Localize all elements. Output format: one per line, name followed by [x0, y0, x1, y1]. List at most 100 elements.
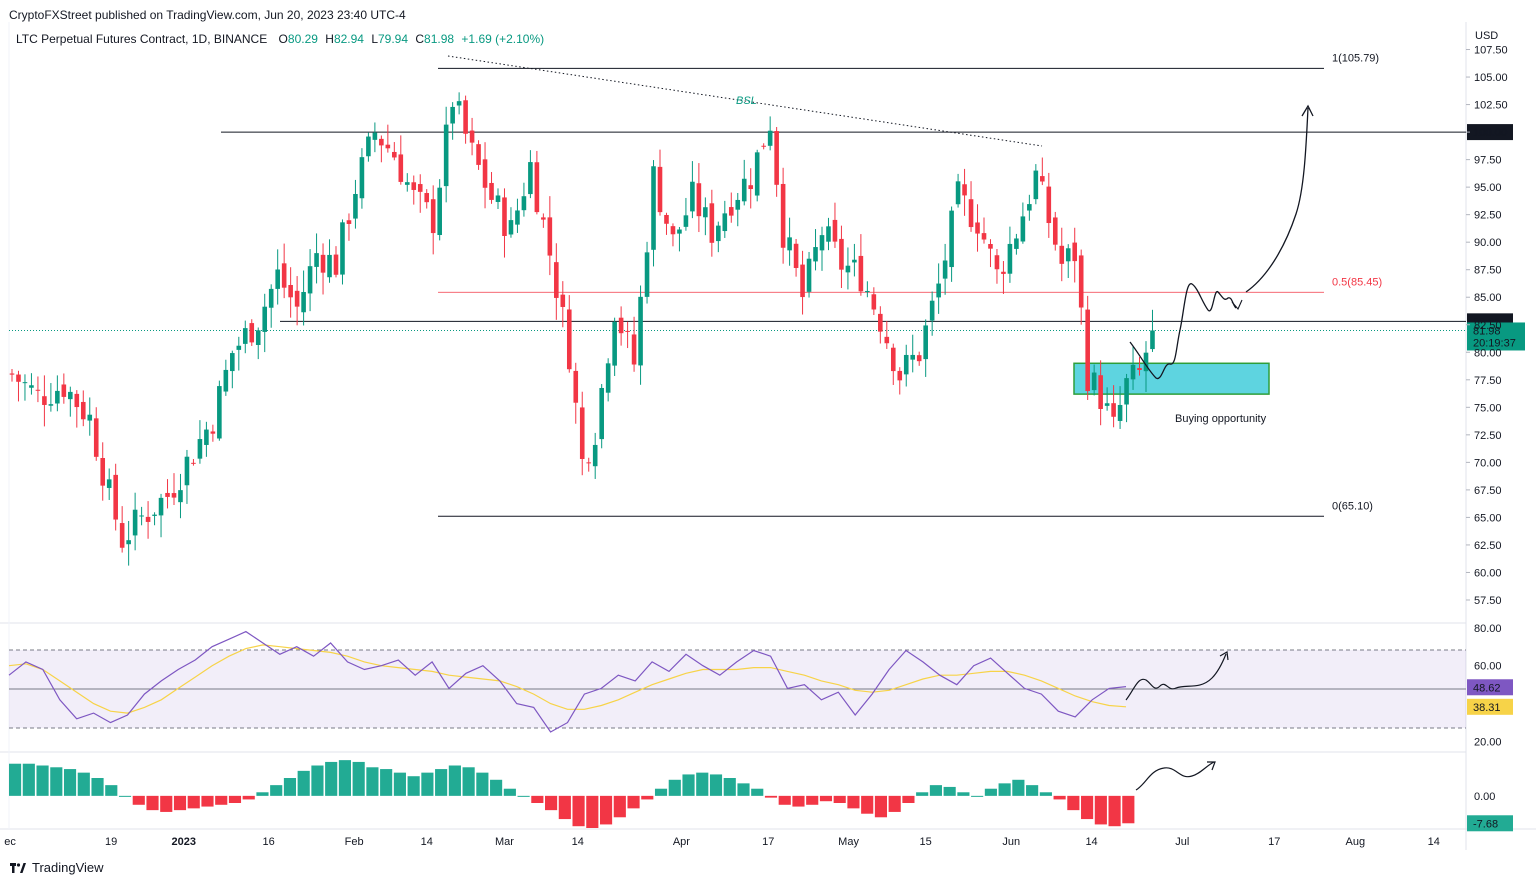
price-tick-label: 62.50 [1474, 540, 1502, 552]
time-tick-label: 17 [762, 836, 774, 848]
candle-up [677, 229, 682, 234]
histogram-bar [971, 795, 984, 797]
bsl-trendline [447, 55, 1043, 147]
candle-down [1137, 368, 1142, 370]
histogram-bar [407, 776, 420, 796]
candle-down [657, 166, 663, 213]
candle-down [1040, 176, 1045, 182]
change-value: +1.69 (+2.10%) [461, 32, 545, 46]
candle-up [307, 266, 313, 294]
candle-up [275, 269, 280, 289]
candle-up [826, 226, 831, 242]
tradingview-logo-icon [10, 862, 26, 873]
histogram-bar [888, 795, 901, 812]
price-tick-label: 87.50 [1474, 265, 1502, 277]
candle-down [482, 159, 488, 188]
rsi-projection-path [1125, 653, 1227, 701]
candle-down [897, 370, 903, 381]
candle-up [48, 404, 54, 406]
histogram-bar [778, 795, 791, 805]
last-price-badge [1467, 322, 1525, 351]
candle-down [320, 254, 326, 273]
candle-up [508, 220, 514, 235]
candle-down [994, 255, 1000, 270]
candle-up [262, 306, 268, 332]
level-axis-badge [1467, 124, 1513, 141]
candle-up [242, 328, 248, 344]
histogram-bar [998, 783, 1011, 796]
histogram-bar [366, 767, 379, 796]
candle-up [910, 354, 916, 360]
candle-up [1065, 248, 1071, 262]
histogram-bar [242, 795, 255, 800]
candle-up [139, 515, 144, 517]
candle-up [605, 363, 611, 393]
time-tick-label: 19 [105, 836, 117, 848]
candle-up [767, 130, 773, 146]
candle-up [515, 210, 520, 225]
candle-down [975, 222, 980, 234]
candle-up [845, 265, 851, 273]
histogram-series [9, 760, 1135, 828]
rsi-tick-label: 20.00 [1474, 737, 1502, 749]
histogram-bar [1026, 785, 1039, 796]
candle-up [903, 354, 909, 375]
histogram-bar [531, 795, 544, 803]
candle-up [437, 187, 442, 236]
time-tick-label: 15 [920, 836, 932, 848]
price-tick-label: 82.50 [1474, 320, 1502, 332]
candle-up [404, 182, 410, 185]
candle-up [236, 345, 242, 350]
candle-down [411, 182, 417, 190]
time-tick-label: 2023 [171, 836, 195, 848]
price-tick-label: 105.00 [1474, 72, 1508, 84]
candle-down [1052, 217, 1058, 245]
candle-down [333, 254, 339, 275]
candle-up [722, 213, 728, 232]
candle-down [761, 145, 766, 147]
histogram-bar [833, 795, 846, 803]
histogram-bar [132, 795, 145, 805]
histogram-bar [173, 795, 187, 811]
candle-up [184, 456, 190, 486]
histogram-bar [929, 785, 942, 796]
candle-up [644, 252, 650, 297]
candle-down [476, 144, 481, 165]
histogram-bar [146, 795, 159, 811]
low-label: L [371, 32, 378, 46]
candle-up [132, 509, 138, 536]
time-tick-label: 14 [1428, 836, 1440, 848]
candle-down [916, 355, 922, 362]
histogram-bar [902, 795, 915, 803]
histogram-bar [1039, 792, 1052, 796]
candle-up [1014, 238, 1019, 249]
candle-down [793, 243, 799, 269]
histogram-bar [874, 795, 888, 818]
countdown-label: 20:19:37 [1473, 337, 1516, 349]
candle-down [1098, 375, 1103, 409]
histogram-bar [668, 779, 681, 796]
histogram-axis-ticks: 0.00 -7.68 [1467, 791, 1513, 832]
candle-down [113, 474, 118, 520]
candle-down [573, 370, 579, 403]
candle-down [191, 462, 196, 464]
candle-down [74, 393, 80, 408]
last-price-label: 81.98 [1473, 325, 1501, 337]
level-label: 0(65.10) [1332, 500, 1373, 512]
low-value: 79.94 [378, 32, 409, 46]
candle-up [1033, 170, 1039, 200]
histogram-bar [36, 765, 49, 796]
rsi-tick-label: 60.00 [1474, 661, 1502, 673]
tradingview-logo[interactable]: TradingView [10, 860, 104, 875]
price-tick-label: 60.00 [1474, 567, 1502, 579]
histogram-projection-arrowhead [1207, 761, 1216, 771]
candle-down [871, 294, 877, 310]
histogram-bar [1053, 795, 1066, 800]
candle-up [366, 136, 371, 157]
candle-up [955, 181, 961, 205]
price-tick-label: 92.50 [1474, 210, 1502, 222]
candle-up [1104, 403, 1110, 406]
histogram-bar [806, 795, 819, 805]
candle-down [288, 285, 293, 298]
